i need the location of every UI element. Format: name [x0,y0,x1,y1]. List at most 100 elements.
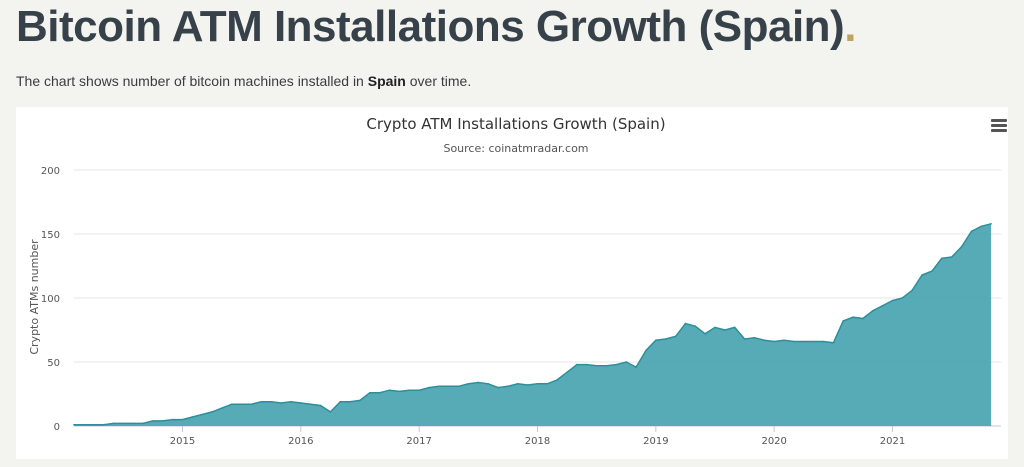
data-point [546,383,549,385]
y-tick-label: 0 [54,422,60,433]
data-point [250,403,253,406]
data-point [191,416,194,418]
data-point [231,403,233,406]
data-point [319,404,322,407]
x-tick-label: 2016 [288,436,313,447]
data-point [329,411,332,413]
y-tick-label: 150 [41,230,60,241]
data-point [970,230,973,233]
data-point [980,225,983,228]
data-point [517,383,519,385]
data-point [901,297,904,299]
data-point [92,423,95,426]
data-point [507,385,509,388]
data-point [684,322,687,325]
axis-layer: 0 50 100 150 200 2015 2016 2017 2018 2019 2020 2021 [41,166,905,447]
data-point [595,365,598,367]
data-point [773,340,775,343]
data-point [309,403,312,406]
data-point [664,338,667,340]
chart-card: 0 50 100 150 200 2015 2016 2017 2018 2019 2020 2021… [16,107,1008,459]
title-accent-dot: . [844,2,856,51]
data-point [832,342,835,344]
data-point [704,333,706,335]
data-point [724,329,726,331]
data-point [566,371,568,374]
data-point [438,385,440,388]
chart-subtitle: Source: coinatmradar.com [443,142,588,155]
data-point [369,391,371,394]
data-point [487,383,490,385]
data-point [408,389,411,392]
series-area [74,223,992,426]
data-point [891,299,894,302]
data-point [852,316,854,318]
data-point [615,363,618,366]
data-point [349,400,351,403]
data-point [270,400,272,403]
data-point [181,418,184,421]
data-point [753,336,756,339]
data-point [556,379,558,381]
data-point [526,384,529,386]
data-point [112,422,115,425]
y-tick-label: 100 [41,294,60,305]
data-point [260,400,263,403]
data-point [605,365,608,367]
y-tick-label: 200 [41,166,60,177]
x-tick-label: 2015 [170,436,195,447]
x-tick-label: 2018 [525,436,550,447]
y-axis-label: Crypto ATMs number [28,239,41,355]
data-point [872,310,874,312]
data-point [862,317,864,320]
data-point [743,338,746,340]
hamburger-menu-icon[interactable] [991,119,1007,133]
data-point [497,386,499,389]
data-point [142,422,144,425]
data-point [960,246,963,248]
area-layer [73,223,992,426]
data-point [280,402,282,404]
data-point [576,363,578,366]
x-tick-label: 2020 [761,436,786,447]
data-point [162,420,164,422]
data-point [674,335,677,338]
data-point [842,320,844,322]
data-point [694,325,697,327]
data-point [428,386,430,389]
data-point [655,339,657,341]
data-point [447,385,450,388]
data-point [132,422,134,425]
data-point [171,418,174,421]
data-point [645,349,647,352]
data-point [102,423,105,426]
data-point [990,223,992,225]
data-point [635,366,637,368]
data-point [83,423,85,426]
data-point [398,390,401,393]
data-point [803,340,805,343]
data-point [418,389,421,392]
description-country: Spain [367,73,406,89]
y-tick-label: 50 [47,358,60,369]
data-point [221,407,223,409]
data-point [536,383,539,385]
data-point [911,289,913,292]
data-point [921,274,923,276]
data-point [290,400,292,403]
description-suffix: over time. [405,73,472,89]
data-point [359,399,361,402]
chart-title: Crypto ATM Installations Growth (Spain) [366,115,665,133]
chart-description: The chart shows number of bitcoin machin… [16,73,471,89]
data-point [941,257,943,260]
chart-svg: 0 50 100 150 200 2015 2016 2017 2018 2019 2020 2021… [28,115,1001,447]
data-point [586,363,588,366]
data-point [339,400,342,403]
data-point [714,326,716,329]
data-point [73,423,75,426]
data-point [931,270,933,272]
data-point [793,340,795,343]
data-point [625,361,628,363]
data-point [240,403,243,406]
data-point [812,340,815,343]
